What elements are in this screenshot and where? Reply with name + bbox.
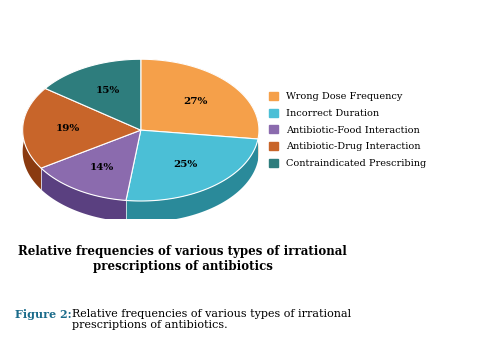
Polygon shape	[126, 130, 258, 201]
Polygon shape	[141, 59, 259, 139]
Polygon shape	[126, 139, 258, 222]
Legend: Wrong Dose Frequency, Incorrect Duration, Antibiotic-Food Interaction, Antibioti: Wrong Dose Frequency, Incorrect Duration…	[269, 92, 426, 168]
Text: Relative frequencies of various types of irrational
prescriptions of antibiotics: Relative frequencies of various types of…	[18, 245, 347, 272]
Text: 27%: 27%	[184, 96, 208, 105]
Polygon shape	[23, 88, 141, 168]
Text: 14%: 14%	[89, 163, 114, 172]
Polygon shape	[41, 130, 141, 201]
Polygon shape	[23, 88, 45, 189]
Text: Figure 2:: Figure 2:	[15, 309, 72, 320]
Polygon shape	[41, 168, 126, 222]
Polygon shape	[45, 59, 141, 130]
Text: 15%: 15%	[95, 86, 120, 95]
Text: 19%: 19%	[55, 124, 80, 133]
Polygon shape	[141, 59, 259, 160]
Text: 25%: 25%	[173, 160, 198, 169]
Text: Relative frequencies of various types of irrational
prescriptions of antibiotics: Relative frequencies of various types of…	[72, 309, 351, 330]
